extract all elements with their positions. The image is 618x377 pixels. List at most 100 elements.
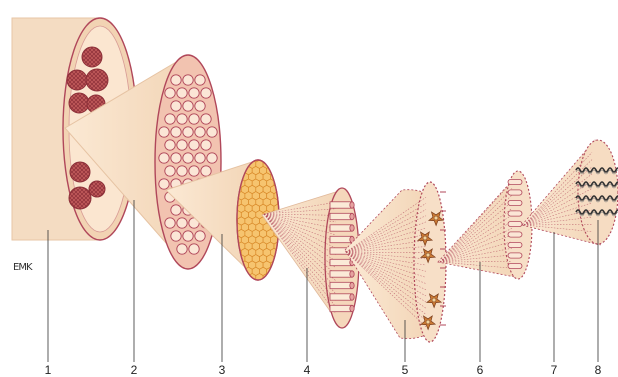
myofilament-end bbox=[350, 271, 354, 277]
fiber-section bbox=[177, 140, 187, 150]
sarcomere-cone bbox=[345, 182, 446, 342]
fiber-section bbox=[183, 231, 193, 241]
myofibril-hex bbox=[270, 160, 277, 168]
myofibril-hex bbox=[278, 173, 285, 181]
fiber-section bbox=[201, 114, 211, 124]
molecule-cone bbox=[522, 140, 618, 245]
filament-ends bbox=[508, 179, 522, 268]
filament-end bbox=[508, 190, 522, 195]
myofibril-hex bbox=[230, 267, 237, 275]
fiber-section bbox=[207, 127, 217, 137]
fiber-section bbox=[165, 166, 175, 176]
myofibril-hex bbox=[270, 274, 277, 282]
fiber-section bbox=[177, 166, 187, 176]
label-7: 7 bbox=[551, 364, 558, 376]
fiber-section bbox=[183, 127, 193, 137]
myofilament bbox=[330, 282, 352, 288]
fiber-section bbox=[189, 140, 199, 150]
label-1: 1 bbox=[45, 364, 52, 376]
myofilament bbox=[330, 225, 352, 231]
label-5: 5 bbox=[402, 364, 409, 376]
fiber-section bbox=[165, 140, 175, 150]
fiber-section bbox=[165, 218, 175, 228]
label-8: 8 bbox=[595, 364, 602, 376]
fiber-section bbox=[165, 114, 175, 124]
fiber-section bbox=[159, 153, 169, 163]
myofibril-hex bbox=[278, 185, 285, 193]
fiber-section bbox=[195, 153, 205, 163]
myofilament bbox=[330, 202, 352, 208]
myofilament bbox=[330, 236, 352, 242]
star-cell-nucleus bbox=[426, 320, 430, 324]
fiber-section bbox=[159, 179, 169, 189]
star-cell-nucleus bbox=[432, 298, 436, 302]
fiber-section bbox=[201, 88, 211, 98]
myofilament bbox=[330, 213, 352, 219]
myofilament-end bbox=[350, 294, 354, 300]
myofilament-end bbox=[350, 213, 354, 219]
fiber-section bbox=[195, 101, 205, 111]
fiber-section bbox=[171, 153, 181, 163]
myofibril-hex bbox=[230, 154, 237, 162]
myofilament-end bbox=[350, 202, 354, 208]
fiber-section bbox=[183, 101, 193, 111]
fiber-section bbox=[171, 231, 181, 241]
fiber-section bbox=[189, 114, 199, 124]
fiber-section bbox=[177, 114, 187, 124]
myofibril-hex bbox=[278, 248, 285, 256]
myofilament bbox=[330, 259, 352, 265]
myofilament-end bbox=[350, 305, 354, 311]
fiber-section bbox=[195, 75, 205, 85]
filament-end bbox=[508, 211, 522, 216]
filament-end bbox=[508, 221, 522, 226]
fiber-section bbox=[189, 244, 199, 254]
fiber-section bbox=[195, 127, 205, 137]
star-cell-nucleus bbox=[426, 253, 430, 257]
filament-end bbox=[508, 242, 522, 247]
fiber-section bbox=[177, 244, 187, 254]
fiber-section bbox=[195, 231, 205, 241]
label-3: 3 bbox=[219, 364, 226, 376]
fiber-section bbox=[177, 88, 187, 98]
myofibril-hex bbox=[278, 274, 285, 282]
star-cell-nucleus bbox=[434, 216, 438, 220]
fiber-section bbox=[165, 88, 175, 98]
myofibril-hex bbox=[278, 261, 285, 269]
myofilament bbox=[330, 271, 352, 277]
fiber-section bbox=[189, 166, 199, 176]
label-6: 6 bbox=[477, 364, 484, 376]
fiber-section bbox=[183, 153, 193, 163]
filament-end bbox=[508, 232, 522, 237]
myofilament-end bbox=[350, 225, 354, 231]
filament-end bbox=[508, 200, 522, 205]
star-cell-nucleus bbox=[423, 236, 427, 240]
myofibril-hex bbox=[274, 267, 281, 275]
fiber-section bbox=[177, 218, 187, 228]
myofibril-hex bbox=[241, 274, 248, 282]
fiber-section bbox=[189, 88, 199, 98]
filament-end bbox=[508, 179, 522, 184]
myofibril-hex bbox=[238, 267, 245, 275]
label-2: 2 bbox=[131, 364, 138, 376]
artist-signature: EMK bbox=[13, 262, 32, 273]
fiber-section bbox=[183, 75, 193, 85]
myofibril-hex bbox=[234, 274, 241, 282]
fiber-section bbox=[207, 153, 217, 163]
myofilament bbox=[330, 294, 352, 300]
filament-end bbox=[508, 253, 522, 258]
myofibril-hex bbox=[274, 166, 281, 174]
myofilament bbox=[330, 305, 352, 311]
myofibril-hex bbox=[238, 154, 245, 162]
fiber-section bbox=[171, 127, 181, 137]
fiber-section bbox=[201, 166, 211, 176]
fiber-section bbox=[171, 75, 181, 85]
myofilament-end bbox=[350, 282, 354, 288]
myofibril-hex bbox=[256, 274, 263, 282]
fiber-section bbox=[171, 101, 181, 111]
filament-end bbox=[508, 263, 522, 268]
fiber-section bbox=[201, 140, 211, 150]
myofibril-hex bbox=[274, 154, 281, 162]
label-4: 4 bbox=[304, 364, 311, 376]
myofibril-hex bbox=[245, 154, 252, 162]
